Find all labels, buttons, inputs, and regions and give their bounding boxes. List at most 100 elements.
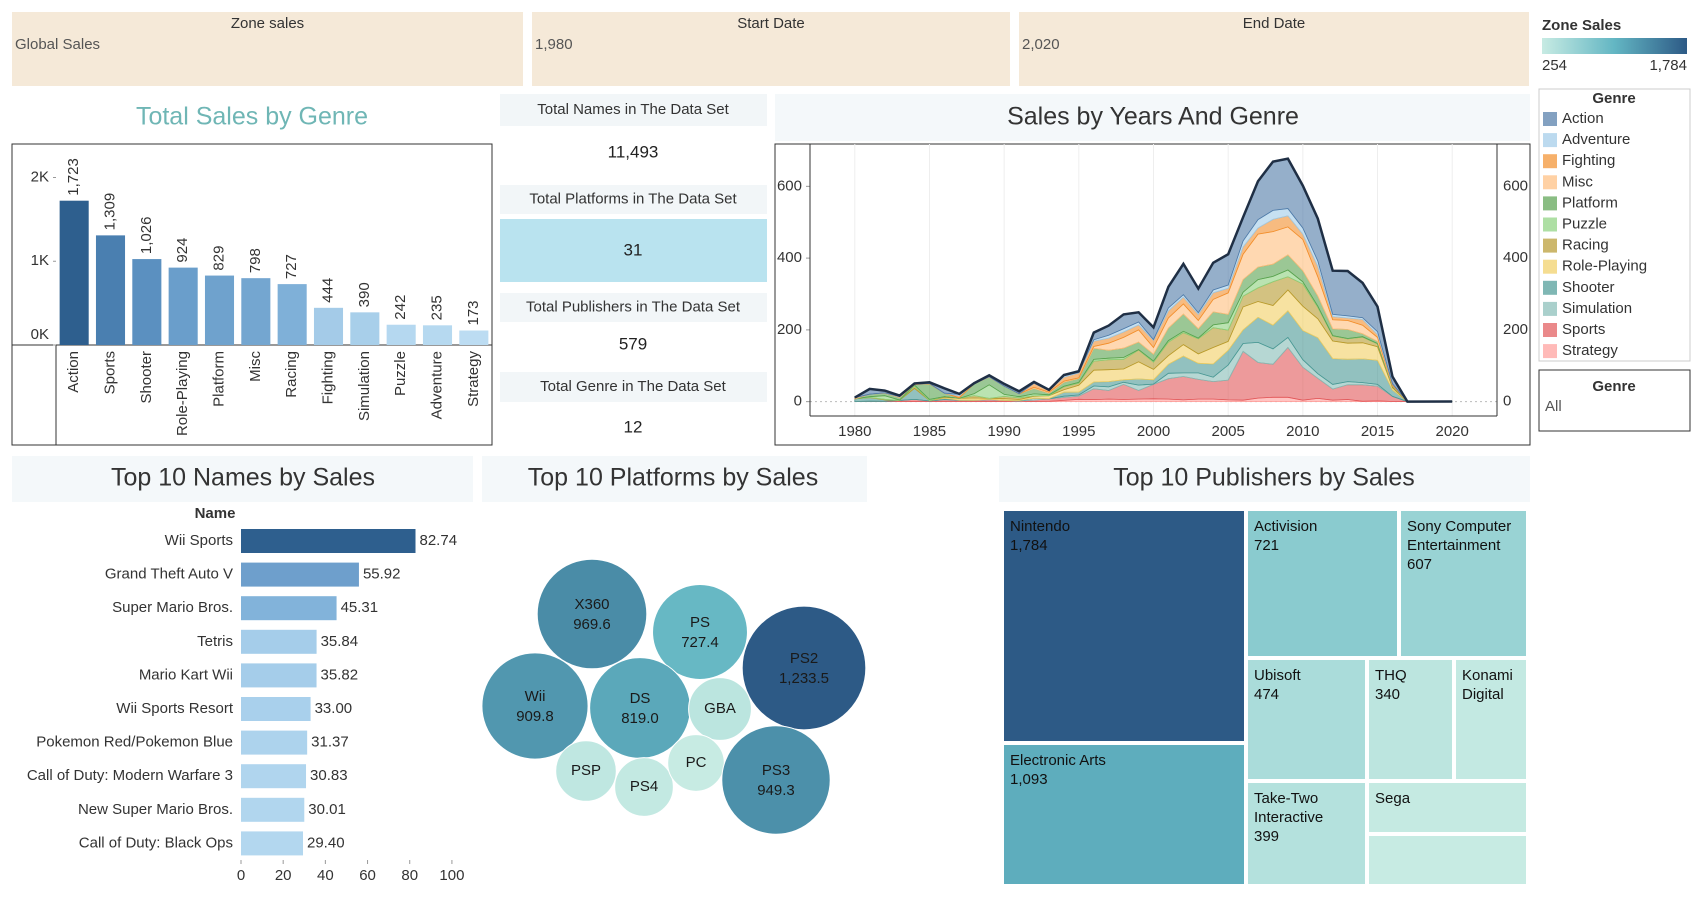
y-tick-label: Pokemon Red/Pokemon Blue xyxy=(36,734,233,751)
x-tick-label: 2010 xyxy=(1286,423,1319,440)
value-label: 30.83 xyxy=(310,767,348,784)
bar xyxy=(241,764,307,789)
value-label: 31.37 xyxy=(311,734,349,751)
value-label: 173 xyxy=(465,300,482,325)
kpi-title: Total Genre in The Data Set xyxy=(540,378,726,395)
bar xyxy=(241,562,359,587)
cell-label: Ubisoft xyxy=(1254,667,1302,684)
legend-label[interactable]: Adventure xyxy=(1562,131,1630,148)
legend-swatch[interactable] xyxy=(1543,259,1557,274)
y-tick-label: Call of Duty: Modern Warfare 3 xyxy=(27,767,233,784)
legend-label[interactable]: Racing xyxy=(1562,237,1609,254)
value-label: 924 xyxy=(174,238,191,263)
legend-swatch[interactable] xyxy=(1543,175,1557,190)
bubble-label: PS2 xyxy=(790,650,818,667)
filter-value: Global Sales xyxy=(15,36,100,53)
legend-label[interactable]: Platform xyxy=(1562,194,1618,211)
bubble-value: 1,233.5 xyxy=(779,670,829,687)
bubble-label: PS4 xyxy=(630,778,658,795)
x-tick-label: 1995 xyxy=(1062,423,1095,440)
y-tick-label: Mario Kart Wii xyxy=(139,666,233,683)
legend-swatch[interactable] xyxy=(1543,323,1557,337)
x-tick-label: Shooter xyxy=(138,351,155,404)
y-tick-label: Wii Sports Resort xyxy=(116,700,234,717)
filter-box[interactable] xyxy=(1538,369,1691,432)
legend-label[interactable]: Role-Playing xyxy=(1562,258,1647,275)
title-band xyxy=(12,456,473,502)
treemap-cell xyxy=(1399,509,1528,658)
y-tick-label: 0K xyxy=(31,326,49,343)
legend-swatch[interactable] xyxy=(1543,344,1557,359)
legend-label[interactable]: Strategy xyxy=(1562,342,1618,359)
filter-title: End Date xyxy=(1243,15,1306,32)
legend-label[interactable]: Sports xyxy=(1562,321,1605,338)
x-tick-label: 80 xyxy=(401,867,418,884)
bubble xyxy=(536,558,648,670)
value-label: 35.84 xyxy=(321,633,359,650)
legend-swatch[interactable] xyxy=(1543,154,1557,169)
bubble xyxy=(721,725,831,835)
bubble-value: 727.4 xyxy=(681,634,719,651)
legend-swatch[interactable] xyxy=(1543,112,1557,126)
legend-swatch[interactable] xyxy=(1543,301,1557,316)
y-tick-label: Grand Theft Auto V xyxy=(105,566,233,583)
legend-label[interactable]: Puzzle xyxy=(1562,215,1607,232)
legend-label[interactable]: Simulation xyxy=(1562,300,1632,317)
value-label: 29.40 xyxy=(307,834,345,851)
legend-swatch[interactable] xyxy=(1543,238,1557,253)
filter-box[interactable] xyxy=(12,12,523,86)
y-tick-label: 600 xyxy=(777,177,802,194)
legend-label[interactable]: Fighting xyxy=(1562,152,1615,169)
value-label: 390 xyxy=(356,282,373,307)
legend-swatch[interactable] xyxy=(1543,280,1557,295)
cell-value: 1,093 xyxy=(1010,771,1048,788)
stack-outline xyxy=(854,157,1453,403)
value-label: 1,309 xyxy=(101,193,118,231)
x-tick-label: Adventure xyxy=(428,351,445,419)
title-band xyxy=(999,456,1530,502)
value-label: 1,026 xyxy=(138,217,155,255)
legend-label[interactable]: Shooter xyxy=(1562,279,1615,296)
bar xyxy=(277,284,307,345)
bubble-label: X360 xyxy=(574,596,609,613)
cell-label: Electronic Arts xyxy=(1010,752,1106,769)
bar xyxy=(95,235,126,345)
legend-label[interactable]: Action xyxy=(1562,110,1604,127)
y2-tick-label: 200 xyxy=(1503,321,1528,338)
title-band xyxy=(775,94,1530,141)
bubble-label: PC xyxy=(686,754,707,771)
y-tick-label: 2K xyxy=(31,168,49,185)
bubble xyxy=(652,584,748,680)
filter-value: 2,020 xyxy=(1022,36,1060,53)
filter-box[interactable] xyxy=(1019,12,1529,86)
bar xyxy=(132,259,162,345)
legend-swatch[interactable] xyxy=(1543,217,1557,232)
legend-swatch[interactable] xyxy=(1543,196,1557,211)
kpi-value: 31 xyxy=(624,240,643,259)
value-label: 829 xyxy=(210,246,227,271)
kpi-value: 11,493 xyxy=(608,142,659,161)
filter-box[interactable] xyxy=(532,12,1010,86)
legend-swatch[interactable] xyxy=(1543,133,1557,148)
bubble-value: 819.0 xyxy=(621,710,659,727)
bubble xyxy=(614,757,674,817)
x-tick-label: 1980 xyxy=(838,423,871,440)
bar xyxy=(241,697,311,721)
legend-tick: 254 xyxy=(1542,57,1567,74)
filter-value: All xyxy=(1545,398,1562,415)
bar xyxy=(241,529,416,553)
chart-title: Sales by Years And Genre xyxy=(1007,103,1299,131)
kpi-value: 579 xyxy=(619,334,647,353)
treemap-cell xyxy=(1246,509,1399,658)
bar xyxy=(350,312,380,345)
bar xyxy=(168,267,198,345)
legend-label[interactable]: Misc xyxy=(1562,173,1593,190)
x-tick-label: 100 xyxy=(439,867,464,884)
value-label: 55.92 xyxy=(363,566,401,583)
treemap-cell xyxy=(1246,658,1367,781)
x-tick-label: Misc xyxy=(247,351,264,382)
value-label: 82.74 xyxy=(420,532,458,549)
cell-value: 474 xyxy=(1254,686,1279,703)
cell-value: 1,784 xyxy=(1010,537,1048,554)
filter-title: Zone sales xyxy=(231,15,304,32)
